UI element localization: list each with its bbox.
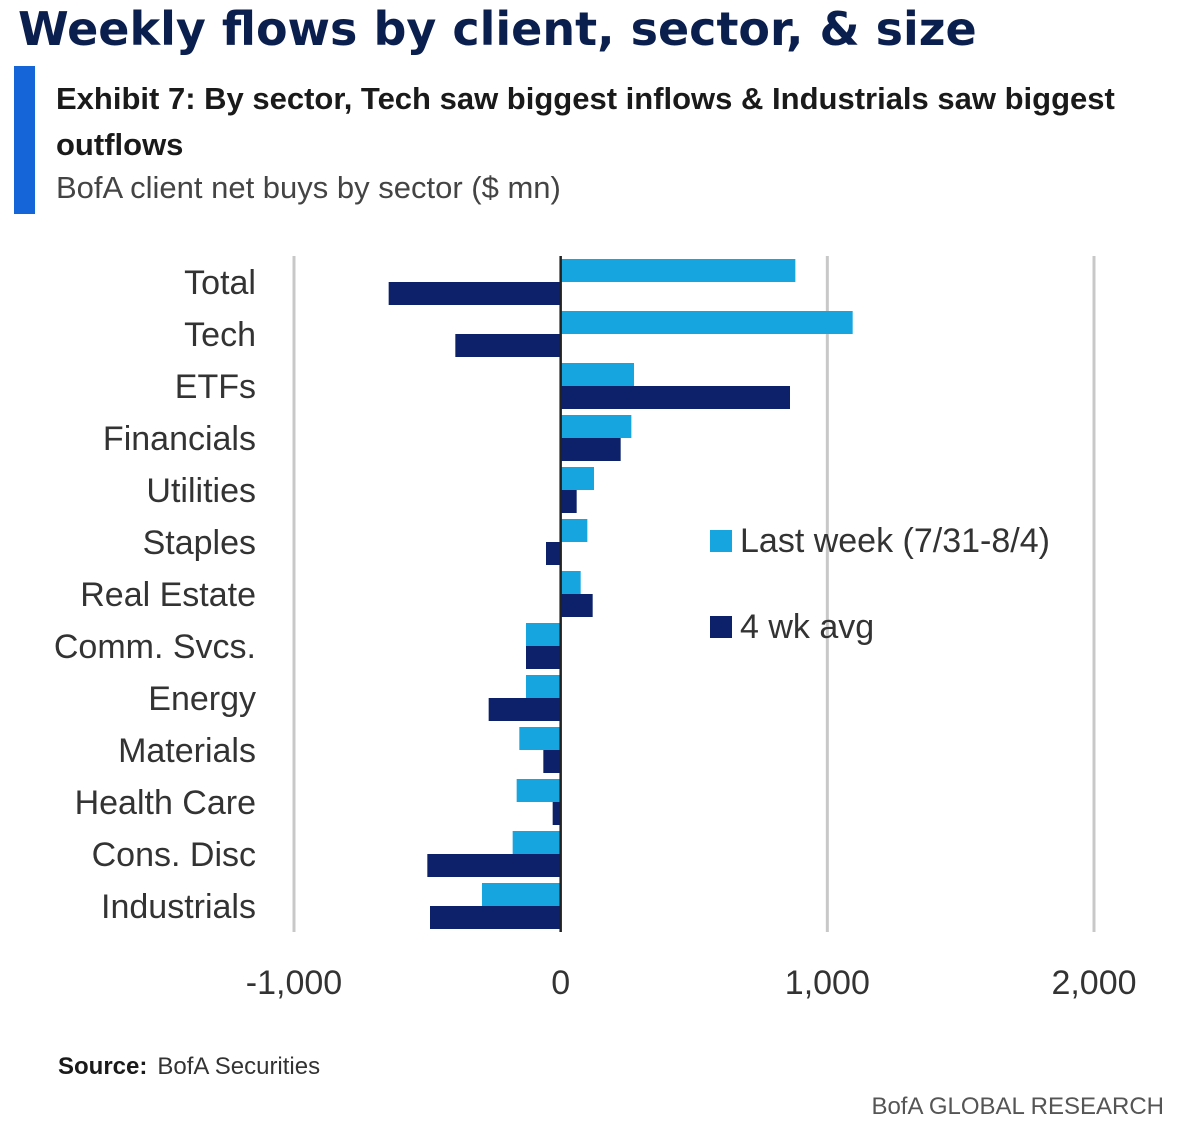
legend-item-last-week: Last week (7/31-8/4) [710,518,1050,564]
exhibit-subtitle: BofA client net buys by sector ($ mn) [56,170,561,205]
legend-swatch-last-week [710,530,732,552]
bar-financials-last-week [560,415,632,438]
bar-staples-last-week [560,519,588,542]
category-labels: Total Tech ETFs Financials Utilities Staples R… [54,264,256,926]
category-label-staples: Staples [143,524,256,562]
bar-etfs-last-week [560,363,634,386]
legend-label-4-wk-avg: 4 wk avg [740,607,875,646]
category-label-comm-svcs: Comm. Svcs. [54,628,256,666]
bar-total-4-wk-avg [388,282,561,305]
bar-etfs-4-wk-avg [560,386,790,409]
category-label-materials: Materials [118,732,256,770]
category-label-energy: Energy [148,680,256,718]
category-label-utilities: Utilities [146,472,256,510]
bar-staples-4-wk-avg [546,542,561,565]
bar-industrials-4-wk-avg [430,906,561,929]
category-label-industrials: Industrials [101,888,256,926]
bar-health-care-last-week [516,779,561,802]
bar-materials-4-wk-avg [543,750,561,773]
category-label-financials: Financials [103,420,256,458]
bar-real-estate-4-wk-avg [560,594,593,617]
category-label-cons-disc: Cons. Disc [92,836,256,874]
legend-swatch-4-wk-avg [710,616,732,638]
category-label-health-care: Health Care [75,784,256,822]
x-tick-label-2: 1,000 [785,964,870,1002]
source-line: Source: BofA Securities [58,1053,320,1081]
bar-tech-4-wk-avg [455,334,561,357]
bar-cons-disc-last-week [512,831,561,854]
category-label-etfs: ETFs [175,368,256,406]
legend-label-last-week: Last week (7/31-8/4) [740,521,1050,560]
exhibit-accent-bar [14,66,35,214]
bar-industrials-last-week [482,883,561,906]
bar-cons-disc-4-wk-avg [427,854,561,877]
bar-utilities-last-week [560,467,594,490]
bar-real-estate-last-week [560,571,581,594]
bar-comm-svcs-last-week [526,623,561,646]
category-label-total: Total [184,264,256,302]
x-tick-labels: -1,000 0 1,000 2,000 [246,964,1137,1002]
source-text: BofA Securities [157,1053,321,1080]
bar-energy-last-week [526,675,561,698]
gridlines [292,256,1096,932]
category-label-real-estate: Real Estate [80,576,256,614]
bar-comm-svcs-4-wk-avg [526,646,561,669]
bar-tech-last-week [560,311,853,334]
bar-energy-4-wk-avg [488,698,561,721]
page-title: Weekly flows by client, sector, & size [18,2,977,56]
bar-health-care-4-wk-avg [552,802,561,825]
legend-item-4-wk-avg: 4 wk avg [710,604,1050,650]
x-tick-label-3: 2,000 [1051,964,1136,1002]
bar-total-last-week [560,259,796,282]
x-tick-label-1: 0 [551,964,570,1002]
category-label-tech: Tech [184,316,256,354]
exhibit-title: Exhibit 7: By sector, Tech saw biggest i… [56,81,1115,162]
x-tick-label-0: -1,000 [246,964,342,1002]
bar-utilities-4-wk-avg [560,490,577,513]
bar-materials-last-week [519,727,561,750]
footer-brand: BofA GLOBAL RESEARCH [871,1093,1164,1120]
bar-financials-4-wk-avg [560,438,621,461]
bars [388,259,853,929]
chart-legend: Last week (7/31-8/4) 4 wk avg [710,518,1050,690]
source-label: Source: [58,1053,148,1080]
